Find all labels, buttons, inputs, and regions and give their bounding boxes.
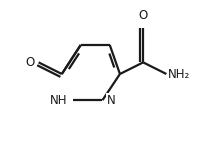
Text: O: O bbox=[25, 56, 34, 69]
Text: O: O bbox=[138, 9, 147, 22]
Text: NH₂: NH₂ bbox=[167, 67, 189, 81]
Text: NH: NH bbox=[50, 94, 67, 107]
Text: N: N bbox=[106, 94, 115, 107]
